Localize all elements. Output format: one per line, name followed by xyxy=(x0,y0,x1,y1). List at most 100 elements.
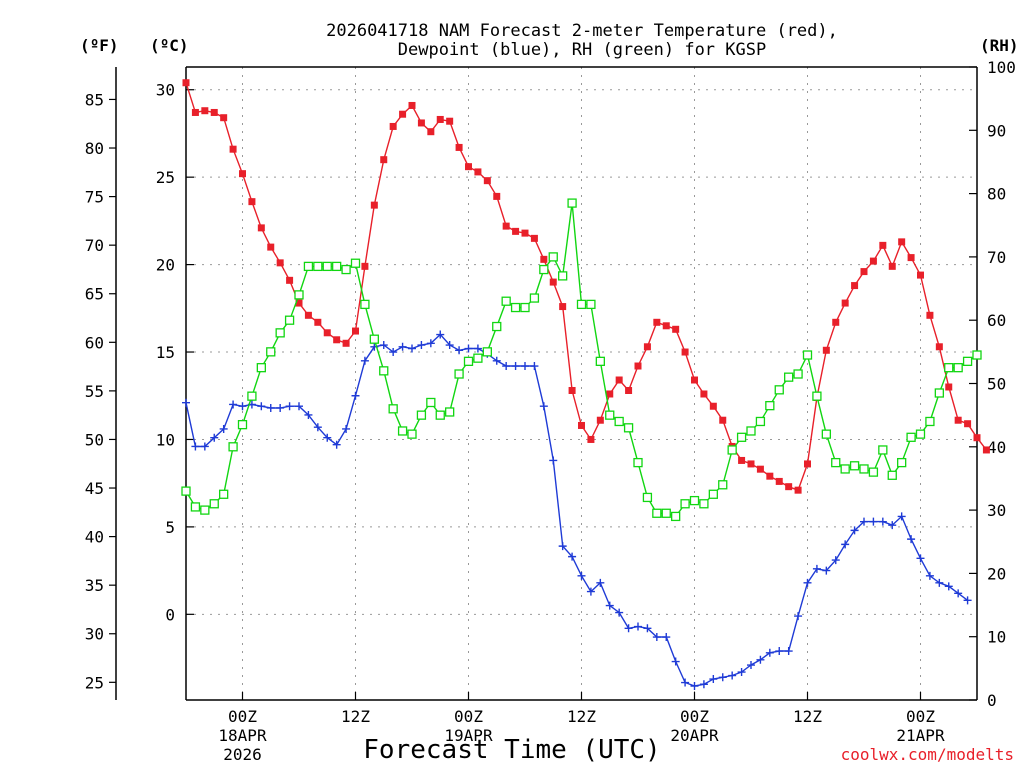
axes xyxy=(109,66,978,701)
dewpoint-point xyxy=(342,424,351,433)
dewpoint-point xyxy=(191,442,200,451)
dewpoint-point xyxy=(841,540,850,549)
rh-point xyxy=(623,423,634,433)
dewpoint-point xyxy=(549,456,558,465)
dewpoint-point xyxy=(389,348,398,357)
temperature-point xyxy=(756,465,764,473)
dewpoint-point xyxy=(954,589,963,598)
rh-point xyxy=(906,432,916,442)
dewpoint-point xyxy=(295,402,303,411)
temperature-point xyxy=(286,276,294,284)
dewpoint-point xyxy=(907,535,916,544)
dewpoint-point xyxy=(897,512,906,521)
rh-point xyxy=(341,264,351,275)
rh-point xyxy=(445,407,455,417)
dewpoint-point xyxy=(709,675,718,684)
rh-point xyxy=(360,299,370,310)
series-dewpoint xyxy=(182,330,972,691)
temperature-point xyxy=(738,456,746,464)
rh-point xyxy=(219,489,229,499)
rh-point xyxy=(708,489,718,499)
rh-point xyxy=(793,369,803,379)
temperature-point xyxy=(700,390,708,398)
temperature-point xyxy=(719,416,727,424)
fahrenheit-unit-label: (ºF) xyxy=(80,36,119,55)
dewpoint-point xyxy=(803,578,812,587)
rh-point xyxy=(840,464,850,474)
rh-point xyxy=(492,321,502,332)
temperature-point xyxy=(832,318,840,326)
celsius-tick-label: 25 xyxy=(156,168,175,187)
dewpoint-point xyxy=(257,402,266,411)
rh-point xyxy=(558,271,568,281)
grid-lines xyxy=(186,67,977,700)
rh-point xyxy=(605,410,615,420)
temperature-point xyxy=(869,257,877,265)
rh-point xyxy=(944,363,954,373)
dewpoint-point xyxy=(351,391,360,400)
dewpoint-point xyxy=(831,556,840,565)
dewpoint-point xyxy=(511,362,520,371)
temperature-point xyxy=(898,238,906,246)
rh-point xyxy=(237,419,248,430)
rh-point xyxy=(887,470,897,480)
dewpoint-point xyxy=(916,554,925,563)
rh-point xyxy=(821,429,831,439)
dewpoint-point xyxy=(238,402,247,411)
dewpoint-point xyxy=(662,633,671,642)
temperature-point xyxy=(596,416,604,424)
temperature-point xyxy=(370,201,378,209)
rh-point xyxy=(878,445,888,455)
rh-tick-label: 40 xyxy=(987,438,1006,457)
temperature-point xyxy=(276,259,284,267)
temperature-point xyxy=(643,343,651,351)
temperature-point xyxy=(201,107,209,115)
dewpoint-point xyxy=(596,578,605,587)
rh-point xyxy=(190,502,201,512)
series-temperature xyxy=(182,79,990,494)
dewpoint-point xyxy=(539,402,548,411)
temperature-point xyxy=(182,79,190,87)
dewpoint-point xyxy=(445,341,454,350)
dewpoint-point xyxy=(426,339,435,348)
temperature-point xyxy=(512,227,520,235)
rh-tick-label: 50 xyxy=(987,375,1006,394)
temperature-point xyxy=(257,224,265,232)
rh-point xyxy=(661,508,671,518)
dewpoint-point xyxy=(944,582,953,591)
temperature-point xyxy=(634,362,642,370)
temperature-point xyxy=(295,299,303,307)
rh-point xyxy=(802,350,813,360)
chart-title-line2: Dewpoint (blue), RH (green) for KGSP xyxy=(398,40,766,60)
temperature-point xyxy=(615,376,623,384)
dewpoint-point xyxy=(219,424,228,433)
temperature-point xyxy=(210,108,218,116)
rh-point xyxy=(200,505,210,515)
fahrenheit-tick-label: 55 xyxy=(85,382,104,401)
rh-point xyxy=(567,198,577,208)
temperature-point xyxy=(775,477,783,485)
fahrenheit-tick-label: 75 xyxy=(85,188,104,207)
temperature-point xyxy=(982,446,990,454)
rh-point xyxy=(671,511,681,522)
rh-point xyxy=(962,356,973,366)
temperature-point xyxy=(191,108,199,116)
rh-point xyxy=(228,442,238,452)
rh-point xyxy=(463,356,474,366)
rh-point xyxy=(953,363,963,373)
temperature-point xyxy=(766,472,774,480)
fahrenheit-tick-label: 60 xyxy=(85,333,104,352)
dewpoint-point xyxy=(671,657,680,666)
rh-point xyxy=(397,426,408,436)
temperature-point xyxy=(841,299,849,307)
x-tick-year-label: 2026 xyxy=(223,745,262,764)
rh-point xyxy=(303,261,314,272)
chart-title-line1: 2026041718 NAM Forecast 2-meter Temperat… xyxy=(326,21,838,41)
rh-tick-label: 10 xyxy=(987,628,1006,647)
temperature-point xyxy=(436,115,444,123)
dewpoint-point xyxy=(521,362,529,371)
dewpoint-point xyxy=(276,403,285,412)
x-tick-date-label: 21APR xyxy=(896,726,945,745)
x-tick-date-label: 18APR xyxy=(218,726,267,745)
rh-tick-label: 100 xyxy=(987,58,1016,77)
